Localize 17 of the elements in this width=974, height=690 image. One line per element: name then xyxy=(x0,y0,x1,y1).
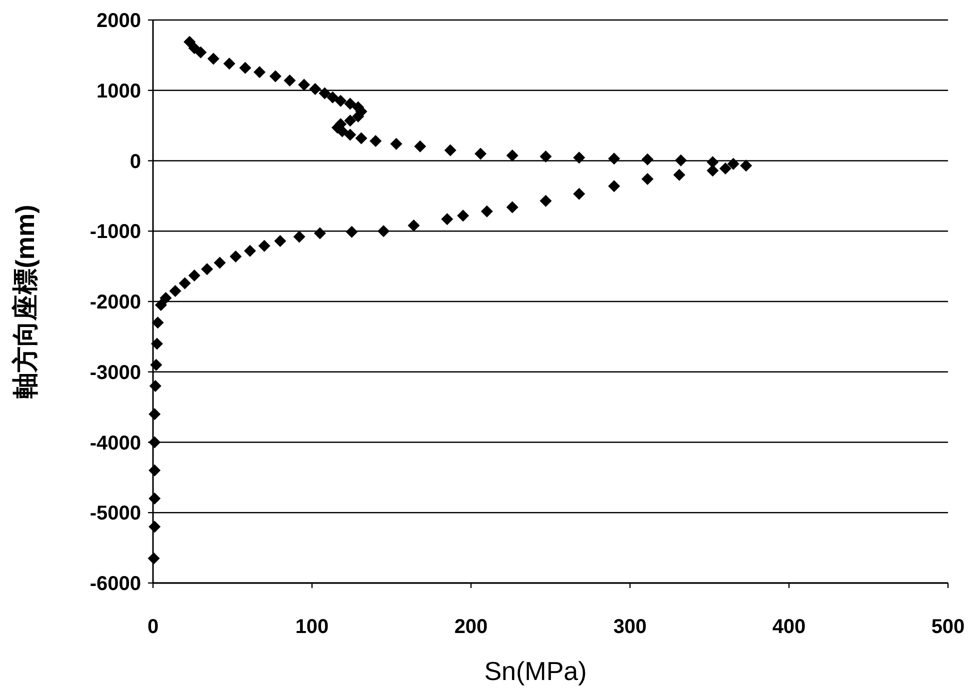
x-axis-title: Sn(MPa) xyxy=(484,656,587,686)
y-tick-label: -3000 xyxy=(90,362,141,384)
x-tick-label: 0 xyxy=(147,616,159,638)
x-tick-label: 400 xyxy=(772,616,806,638)
y-tick-label: -6000 xyxy=(90,573,141,595)
y-tick-label: 2000 xyxy=(96,10,141,32)
y-tick-label: -4000 xyxy=(90,432,141,454)
y-tick-label: 1000 xyxy=(96,80,141,102)
x-tick-label: 500 xyxy=(931,616,965,638)
x-tick-label: 100 xyxy=(295,616,329,638)
x-tick-label: 300 xyxy=(613,616,647,638)
y-tick-label: 0 xyxy=(130,150,141,173)
x-tick-label: 200 xyxy=(454,616,488,638)
y-axis-title: 軸方向座標(mm) xyxy=(10,204,40,398)
y-tick-label: -1000 xyxy=(90,221,141,244)
y-tick-label: -2000 xyxy=(90,292,141,314)
y-tick-label: -5000 xyxy=(90,502,141,525)
